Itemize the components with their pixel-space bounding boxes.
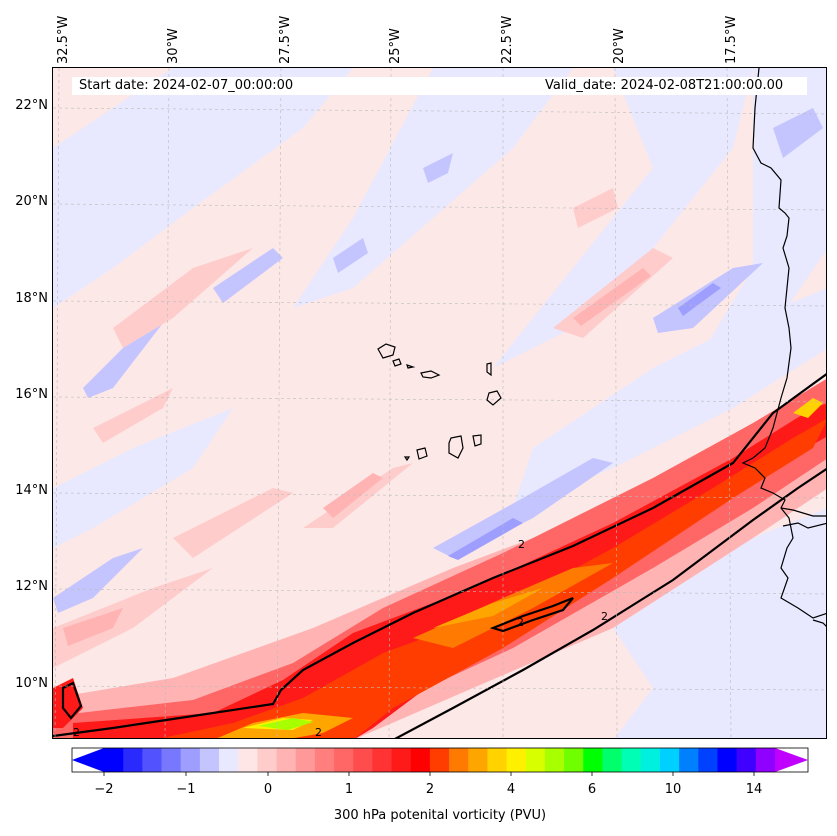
cape-verde-islands [377,343,502,462]
cbar-tick-1: 1 [344,782,354,797]
cbar-tick-neg2: −2 [94,782,114,797]
colorbar-cell [314,748,335,772]
colorbar-cell [449,748,469,772]
colorbar-cell [544,748,565,772]
colorbar-cell [410,748,431,772]
cbar-tick-4: 4 [506,782,516,797]
colorbar [71,747,809,776]
colorbar-cell [180,748,201,772]
colorbar-cell [219,748,239,772]
contour-label-2: 2 [517,616,524,629]
colorbar-extend-low [72,748,104,772]
lon-label-20w: 20°W [612,28,627,64]
colorbar-cell [429,748,450,772]
colorbar-cell [161,748,182,772]
colorbar-extend-high [775,748,808,772]
colorbar-cell [372,748,393,772]
colorbar-cell [391,748,412,772]
colorbar-cell [487,748,508,772]
contour-label-5: 2 [73,726,80,739]
contour-label-1: 2 [518,538,525,551]
pv-mid-positive-streaks [63,268,651,646]
contour-label-4: 2 [315,726,322,739]
pv-field-svg: 2 2 2 2 2 [53,68,826,739]
colorbar-cell [755,748,776,772]
colorbar-border [71,747,809,773]
colorbar-cell [353,748,373,772]
lat-label-14n: 14°N [15,483,48,498]
lon-label-25w: 25°W [388,28,403,64]
lon-label-27-5w: 27.5°W [278,15,293,64]
colorbar-cell [621,748,642,772]
lon-label-22-5w: 22.5°W [500,15,515,64]
colorbar-cell [525,748,546,772]
lon-label-17-5w: 17.5°W [724,15,739,64]
cbar-tick-6: 6 [587,782,597,797]
lon-label-32-5w: 32.5°W [56,15,71,64]
pv-blue-streaks [53,108,823,613]
colorbar-cell [679,748,699,772]
pv-jet-band [53,379,826,738]
pv-map: 2 2 2 2 2 [52,67,827,739]
colorbar-cell [276,748,297,772]
lat-label-22n: 22°N [15,98,48,113]
colorbar-cell [564,748,584,772]
lon-label-30w: 30°W [166,28,181,64]
colorbar-cell [104,748,124,772]
colorbar-cell [142,748,163,772]
cbar-tick-10: 10 [664,782,682,797]
colorbar-cell [506,748,527,772]
header-banner [72,77,807,95]
contour-label-3: 2 [601,610,608,623]
lat-label-16n: 16°N [15,387,48,402]
pv-blue-core [448,283,721,560]
cbar-tick-neg1: −1 [176,782,196,797]
lat-label-10n: 10°N [15,676,48,691]
colorbar-cell [602,748,623,772]
cbar-tick-2: 2 [425,782,435,797]
colorbar-cell [238,748,258,772]
lat-label-18n: 18°N [15,291,48,306]
coastline [741,68,826,627]
lat-label-12n: 12°N [15,579,48,594]
colorbar-cell [717,748,738,772]
colorbar-cell [736,748,757,772]
start-date-label: Start date: 2024-02-07_00:00:00 [79,78,294,93]
colorbar-title: 300 hPa potenital vorticity (PVU) [333,808,547,823]
map-gridlines [53,68,826,738]
colorbar-cell [583,748,604,772]
colorbar-cell [334,748,354,772]
colorbar-cell [257,748,278,772]
colorbar-cell [640,748,661,772]
colorbar-cell [659,748,680,772]
colorbar-cell [295,748,316,772]
cbar-tick-14: 14 [745,782,763,797]
colorbar-cell [199,748,220,772]
cbar-tick-0: 0 [263,782,273,797]
colorbar-cell [698,748,719,772]
lat-label-20n: 20°N [15,194,48,209]
valid-date-label: Valid_date: 2024-02-08T21:00:00.00 [545,78,784,93]
colorbar-cell [468,748,489,772]
pv-contour-2pvu [53,373,826,738]
colorbar-cell [123,748,143,772]
